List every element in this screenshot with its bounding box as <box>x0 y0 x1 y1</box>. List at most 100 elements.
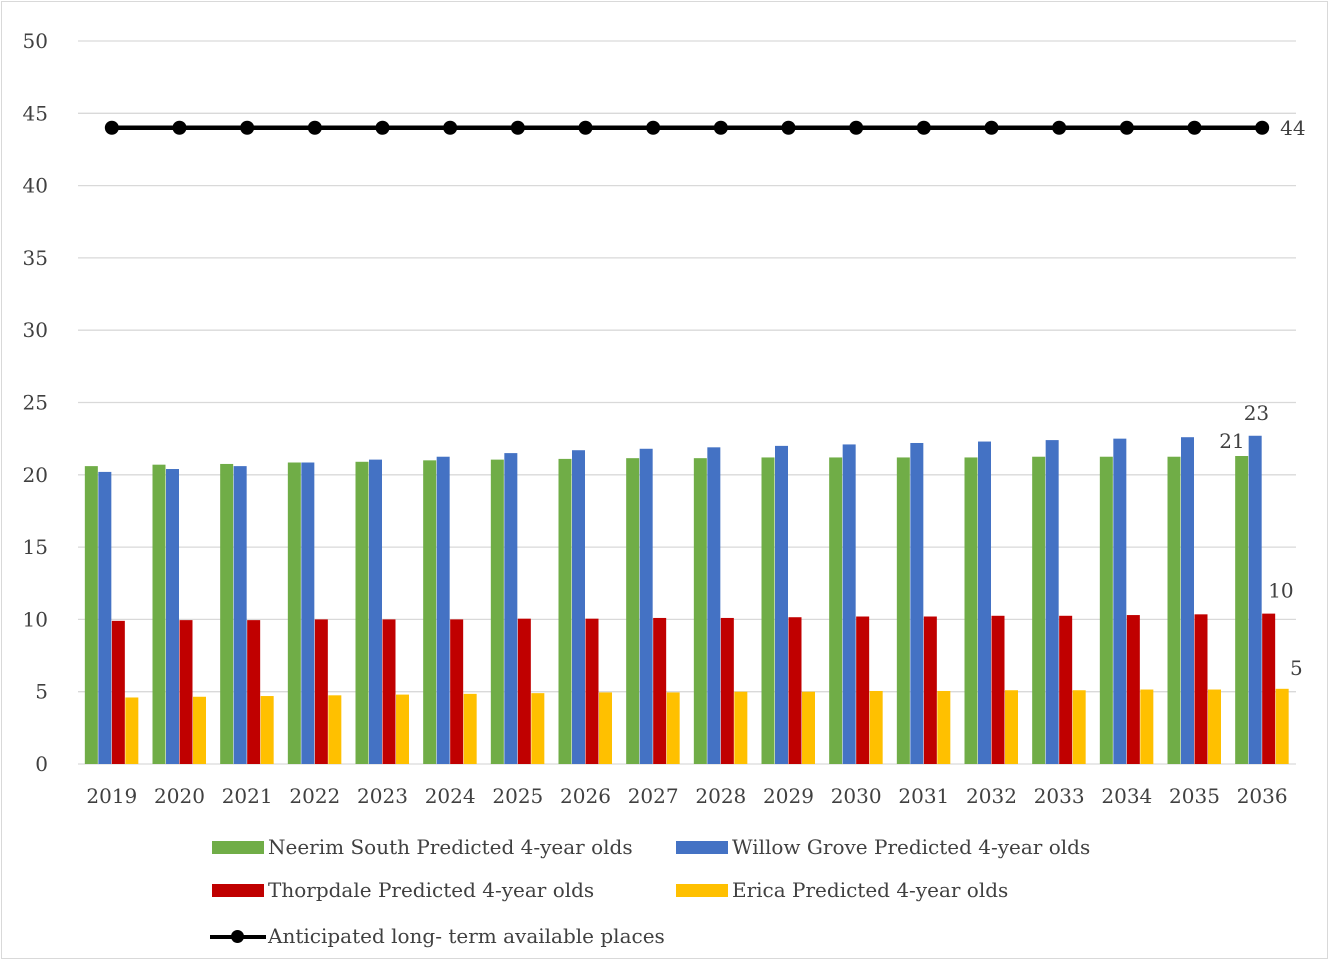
bar-neerim-2026 <box>558 458 572 764</box>
bar-neerim-2030 <box>829 457 843 764</box>
bar-erica-2025 <box>531 693 545 764</box>
data-label-neerim: 21 <box>1219 429 1244 453</box>
x-tick-label: 2021 <box>222 784 273 808</box>
x-tick-label: 2025 <box>492 784 543 808</box>
x-tick-label: 2026 <box>560 784 611 808</box>
bar-erica-2030 <box>869 690 883 764</box>
x-tick-label: 2035 <box>1169 784 1220 808</box>
y-tick-label: 45 <box>23 101 48 125</box>
bar-neerim-2020 <box>152 464 166 764</box>
bar-thorpdale-2033 <box>1059 615 1073 764</box>
bar-erica-2020 <box>193 696 206 764</box>
bar-thorpdale-2022 <box>314 619 328 764</box>
marker-available-places-2029 <box>781 120 796 135</box>
bar-erica-2022 <box>328 695 342 764</box>
y-tick-label: 10 <box>23 607 48 631</box>
marker-available-places-2020 <box>172 120 187 135</box>
bar-willow-2027 <box>639 448 653 764</box>
y-tick-label: 25 <box>23 391 48 415</box>
data-label-erica: 5 <box>1290 656 1303 680</box>
bar-thorpdale-2019 <box>111 620 125 764</box>
bar-thorpdale-2029 <box>788 617 802 764</box>
y-tick-label: 5 <box>35 680 48 704</box>
marker-available-places-2026 <box>578 120 593 135</box>
bar-willow-2036 <box>1248 435 1262 764</box>
bar-erica-2026 <box>599 692 612 764</box>
bar-willow-2031 <box>910 442 924 764</box>
bar-thorpdale-2036 <box>1262 613 1276 764</box>
bar-neerim-2035 <box>1167 456 1181 764</box>
bar-neerim-2024 <box>423 460 437 764</box>
bar-willow-2019 <box>98 471 112 764</box>
bar-neerim-2029 <box>761 457 775 764</box>
bar-neerim-2032 <box>964 457 978 764</box>
marker-available-places-2032 <box>984 120 999 135</box>
x-tick-label: 2020 <box>154 784 205 808</box>
bar-willow-2035 <box>1181 437 1194 764</box>
y-axis-ticks: 0 5 10 15 20 25 30 35 40 45 50 <box>23 29 48 776</box>
marker-available-places-2028 <box>713 120 728 135</box>
bar-erica-2034 <box>1140 689 1154 764</box>
x-tick-label: 2027 <box>628 784 679 808</box>
bar-thorpdale-2032 <box>991 615 1005 764</box>
bar-neerim-2027 <box>626 458 640 764</box>
bar-thorpdale-2035 <box>1194 614 1208 764</box>
x-axis-ticks: 2019 2020 2021 2022 2023 2024 2025 2026 2027 2028… <box>86 784 1287 808</box>
x-tick-label: 2036 <box>1237 784 1288 808</box>
bar-willow-2025 <box>504 453 518 764</box>
bar-neerim-2034 <box>1099 456 1113 764</box>
marker-available-places-2025 <box>510 120 525 135</box>
x-tick-label: 2033 <box>1034 784 1085 808</box>
bar-neerim-2022 <box>287 462 301 764</box>
bar-erica-2032 <box>1005 690 1018 764</box>
y-tick-label: 20 <box>23 463 48 487</box>
bar-neerim-2033 <box>1032 456 1046 764</box>
bar-neerim-2021 <box>220 463 234 764</box>
bar-erica-2035 <box>1208 689 1221 764</box>
marker-available-places-2027 <box>646 120 661 135</box>
gridlines <box>78 40 1296 765</box>
bar-willow-2030 <box>842 444 856 764</box>
bar-thorpdale-2024 <box>450 619 464 764</box>
x-tick-label: 2028 <box>695 784 746 808</box>
marker-available-places-2023 <box>375 120 390 135</box>
bar-neerim-2019 <box>84 466 98 764</box>
bar-willow-2022 <box>301 462 315 764</box>
bar-erica-2031 <box>937 690 951 764</box>
marker-available-places-2035 <box>1187 120 1202 135</box>
marker-available-places-2030 <box>849 120 864 135</box>
bar-thorpdale-2023 <box>382 619 396 764</box>
bar-willow-2033 <box>1045 440 1059 764</box>
bar-thorpdale-2026 <box>585 618 599 764</box>
y-tick-label: 0 <box>35 752 48 776</box>
bar-thorpdale-2028 <box>720 617 734 764</box>
bar-neerim-2025 <box>490 459 504 764</box>
line-series <box>104 120 1270 135</box>
y-tick-label: 40 <box>23 174 48 198</box>
bar-erica-2033 <box>1072 690 1086 764</box>
marker-available-places-2034 <box>1119 120 1134 135</box>
x-tick-label: 2030 <box>831 784 882 808</box>
bar-erica-2023 <box>396 694 409 764</box>
bar-willow-2032 <box>978 441 991 764</box>
x-tick-label: 2022 <box>289 784 340 808</box>
x-tick-label: 2029 <box>763 784 814 808</box>
bar-willow-2021 <box>233 466 247 764</box>
bar-neerim-2036 <box>1235 456 1249 764</box>
marker-available-places-2019 <box>104 120 119 135</box>
bar-thorpdale-2025 <box>517 618 531 764</box>
data-label-available-places: 44 <box>1280 116 1305 140</box>
x-tick-label: 2032 <box>966 784 1017 808</box>
data-label-willow: 23 <box>1244 401 1269 425</box>
x-tick-label: 2031 <box>898 784 949 808</box>
y-tick-label: 35 <box>23 246 48 270</box>
bar-neerim-2031 <box>896 457 910 764</box>
bar-thorpdale-2027 <box>653 617 667 764</box>
bar-thorpdale-2021 <box>247 620 261 764</box>
bar-erica-2021 <box>260 696 274 764</box>
y-tick-label: 30 <box>23 318 48 342</box>
marker-available-places-2033 <box>1052 120 1067 135</box>
x-tick-label: 2034 <box>1101 784 1152 808</box>
x-tick-label: 2024 <box>425 784 476 808</box>
